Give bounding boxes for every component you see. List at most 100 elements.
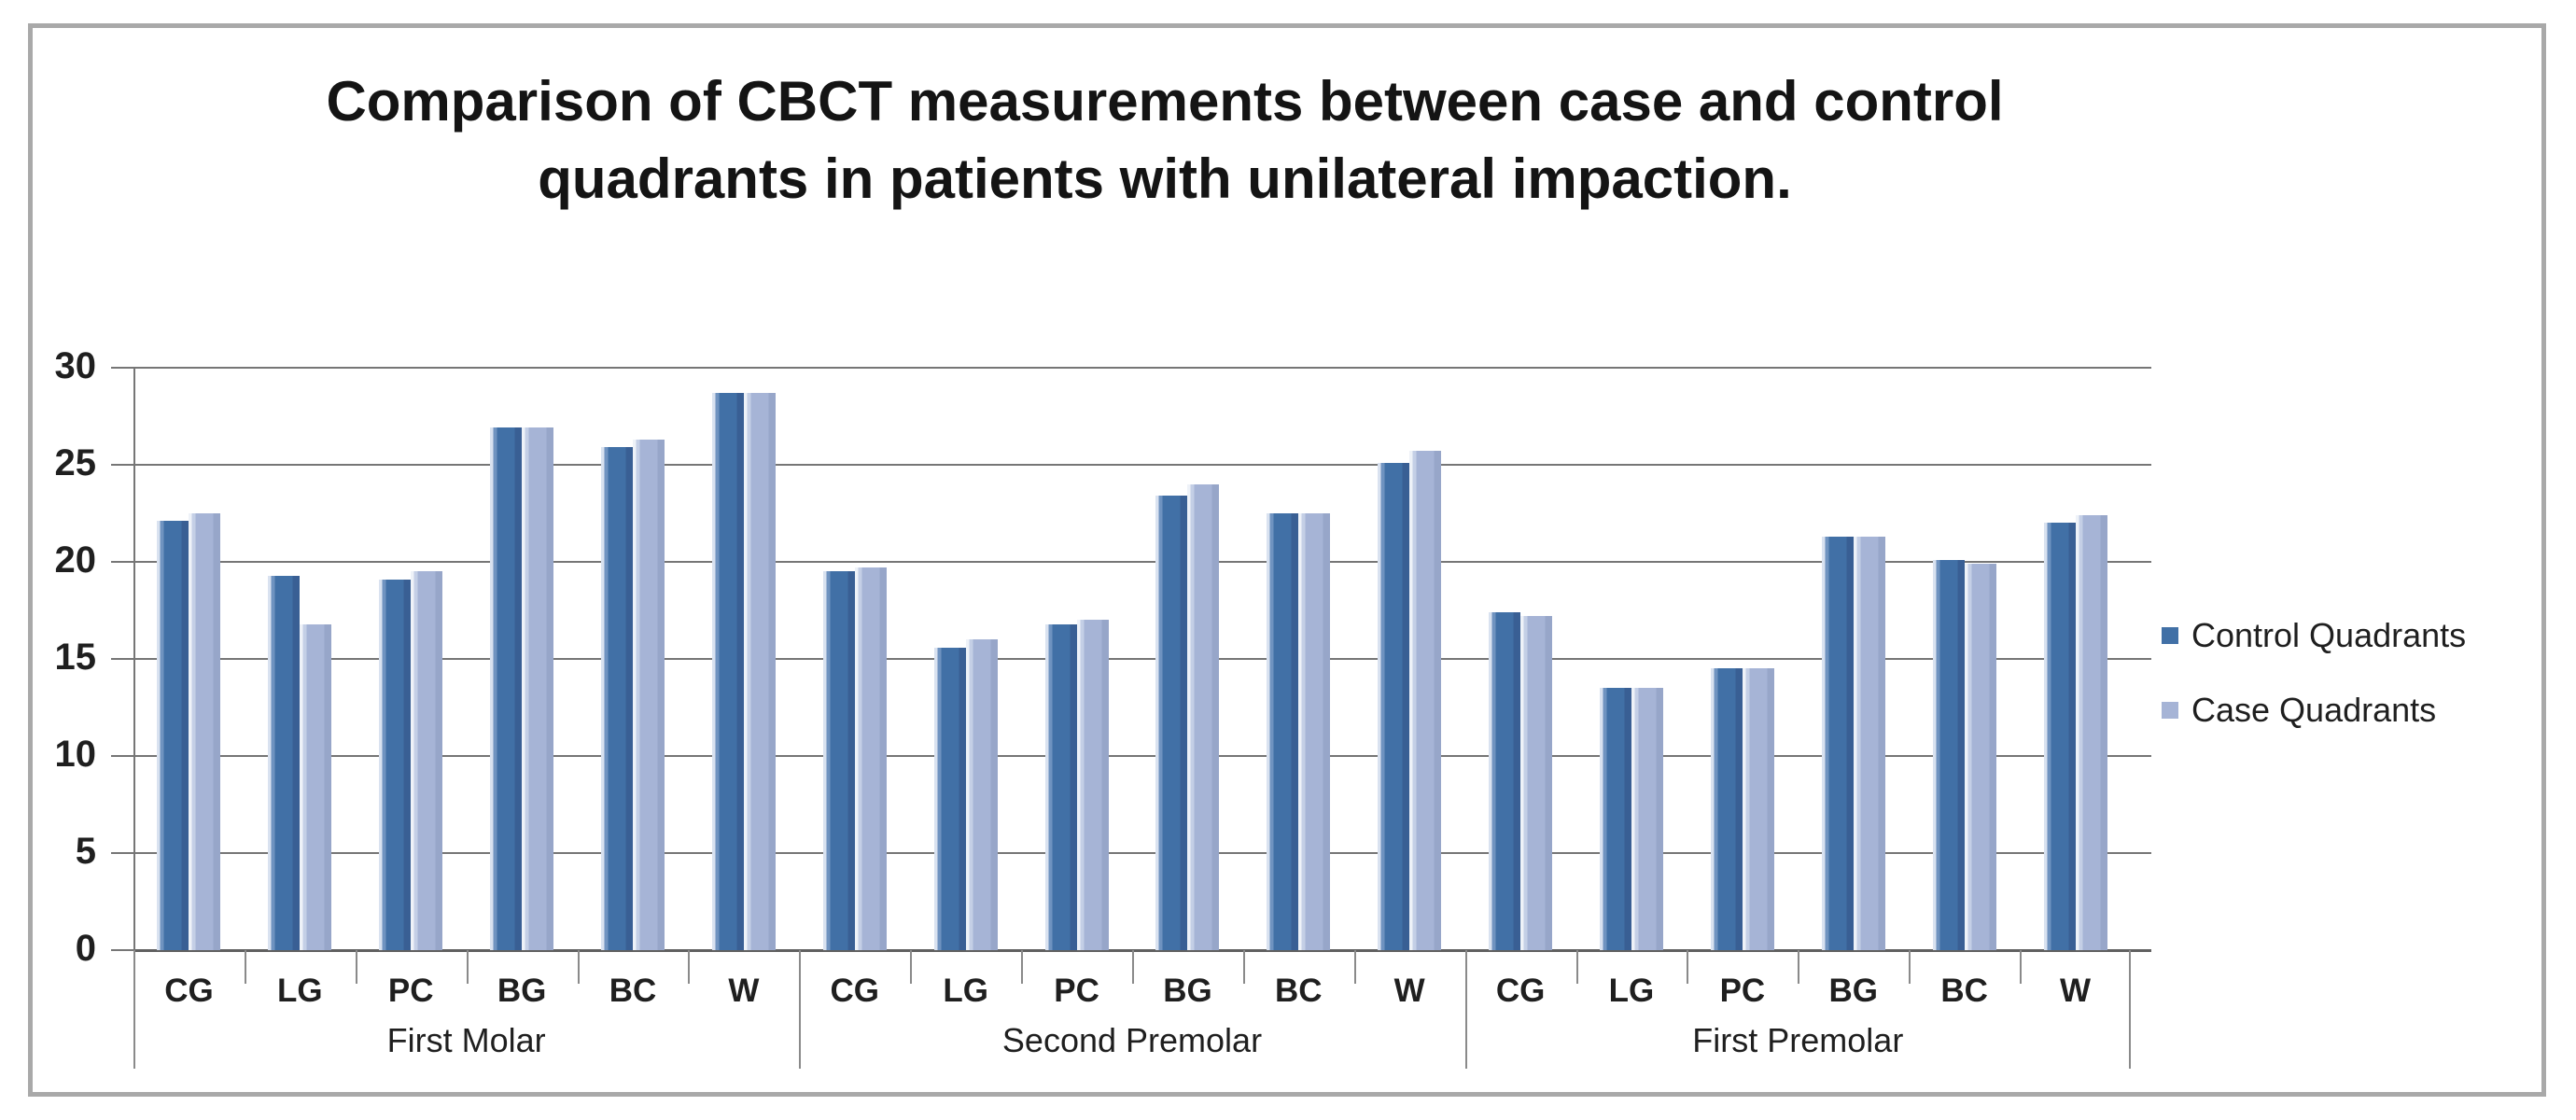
bar-control-second-premolar-lg [933, 647, 966, 950]
category-tick-label: W [728, 973, 760, 1009]
bar-control-first-premolar-bg [1821, 536, 1854, 950]
y-axis-tick-25 [111, 464, 135, 466]
group-separator [799, 950, 802, 1069]
bar-control-first-molar-bg [490, 427, 523, 950]
category-tick [1909, 950, 1911, 984]
group-separator [133, 950, 135, 1069]
legend: Control Quadrants Case Quadrants [2162, 616, 2466, 765]
gridline-15 [133, 658, 2151, 660]
bar-case-first-molar-bc [633, 439, 665, 950]
bar-control-second-premolar-bc [1267, 513, 1299, 950]
group-separator [2129, 950, 2131, 1069]
bar-control-first-molar-w [711, 393, 744, 950]
plot-area: 0 5 10 15 20 25 30 [55, 345, 2151, 969]
group-separator [1464, 950, 1467, 1069]
bar-case-second-premolar-cg [854, 567, 887, 950]
bar-control-first-premolar-cg [1489, 612, 1521, 950]
category-tick [1798, 950, 1800, 984]
y-axis-tick-label: 25 [54, 442, 97, 483]
y-axis-tick-30 [111, 367, 135, 369]
legend-swatch-control [2162, 627, 2178, 644]
category-tick [244, 950, 246, 984]
category-tick-label: LG [277, 973, 323, 1009]
category-tick-label: PC [1054, 973, 1099, 1009]
category-tick [1242, 950, 1245, 984]
bar-case-first-premolar-bg [1853, 536, 1885, 950]
category-tick-label: W [2060, 973, 2092, 1009]
gridline-25 [133, 464, 2151, 466]
legend-label: Case Quadrants [2191, 691, 2437, 729]
bar-case-second-premolar-bg [1187, 483, 1220, 950]
category-tick [466, 950, 469, 984]
category-tick [577, 950, 580, 984]
bar-case-second-premolar-pc [1076, 620, 1109, 950]
category-tick-label: CG [830, 973, 880, 1009]
bar-case-first-molar-cg [189, 513, 221, 950]
category-tick [1353, 950, 1356, 984]
category-tick-label: BC [1275, 973, 1323, 1009]
category-tick-label: PC [1719, 973, 1766, 1009]
y-axis-tick-label: 20 [54, 539, 97, 581]
bar-case-first-premolar-pc [1742, 668, 1774, 950]
bar-control-first-premolar-w [2043, 523, 2076, 950]
gridline-30 [133, 367, 2151, 369]
bar-case-first-premolar-cg [1520, 616, 1553, 950]
bar-case-first-molar-pc [411, 571, 443, 950]
bar-case-first-premolar-w [2075, 515, 2107, 950]
y-axis-tick-label: 10 [54, 734, 97, 775]
y-axis-tick-15 [111, 658, 135, 660]
bar-control-second-premolar-w [1378, 462, 1410, 950]
category-tick [1575, 950, 1578, 984]
y-axis-tick-0 [111, 949, 135, 951]
bar-control-second-premolar-cg [822, 571, 855, 950]
category-tick-label: BC [1940, 973, 1988, 1009]
bar-case-first-molar-w [743, 393, 776, 950]
chart-title: Comparison of CBCT measurements between … [326, 70, 2004, 210]
bar-control-first-premolar-lg [1600, 688, 1631, 950]
y-axis-tick-5 [111, 852, 135, 854]
legend-swatch-case [2162, 702, 2178, 719]
category-tick-label: LG [1608, 973, 1655, 1009]
category-tick [1021, 950, 1024, 984]
y-axis-tick-label: 15 [54, 637, 97, 678]
category-tick [1687, 950, 1689, 984]
y-axis-tick-label: 5 [75, 831, 96, 872]
y-axis-tick-10 [111, 755, 135, 757]
group-label: First Molar [386, 1021, 546, 1059]
bar-control-first-molar-cg [157, 521, 189, 950]
bar-case-first-premolar-lg [1631, 688, 1663, 950]
legend-item-case-quadrants: Case Quadrants [2162, 691, 2466, 730]
gridline-5 [133, 852, 2151, 854]
category-tick-label: CG [1495, 973, 1546, 1009]
category-tick-label: BC [609, 973, 657, 1009]
category-tick-label: W [1393, 973, 1425, 1009]
bar-control-first-premolar-bc [1932, 559, 1965, 950]
category-tick-label: CG [164, 973, 214, 1009]
group-label: Second Premolar [1001, 1021, 1263, 1059]
category-tick [1132, 950, 1134, 984]
y-axis-tick-label: 0 [75, 928, 96, 969]
category-tick [355, 950, 357, 984]
category-tick-label: BG [1828, 973, 1879, 1009]
bar-case-second-premolar-lg [965, 639, 998, 950]
category-tick-label: PC [387, 973, 434, 1009]
category-axis: CG LG PC BG BC W First Molar CG LG PC BG BC W Second … [133, 950, 2131, 1069]
y-axis-tick-20 [111, 561, 135, 563]
category-tick-label: BG [1163, 973, 1212, 1009]
group-label: First Premolar [1692, 1021, 1904, 1059]
bar-control-second-premolar-pc [1044, 623, 1077, 950]
category-tick-label: BG [497, 973, 547, 1009]
y-axis-line [133, 368, 135, 1069]
bar-control-first-premolar-pc [1710, 668, 1743, 950]
category-tick-label: LG [943, 973, 988, 1009]
bar-case-second-premolar-bc [1298, 513, 1331, 950]
bar-control-first-molar-lg [268, 575, 301, 950]
bar-case-first-molar-lg [300, 623, 332, 950]
bar-control-first-molar-pc [379, 579, 412, 950]
legend-label: Control Quadrants [2191, 616, 2467, 654]
bar-control-second-premolar-bg [1155, 496, 1188, 950]
category-tick [2020, 950, 2023, 984]
bar-case-second-premolar-w [1409, 451, 1442, 950]
gridline-20 [133, 561, 2151, 563]
